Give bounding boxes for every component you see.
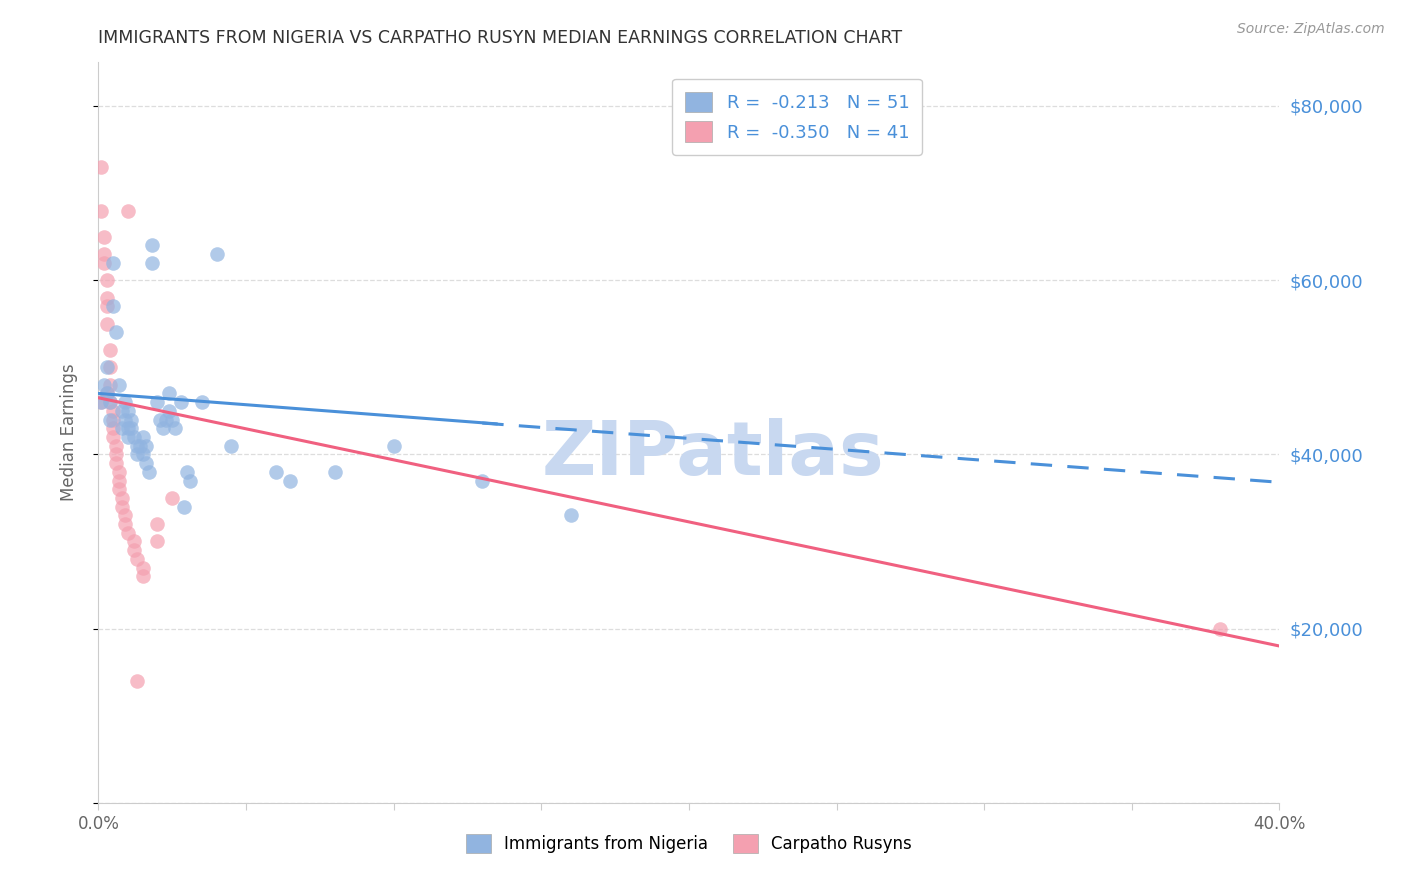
Point (205, 247, 228, 261)
Point (114, 395, 136, 409)
Point (90, 395, 112, 409)
Text: ZIPatlas: ZIPatlas (541, 418, 884, 491)
Point (117, 203, 139, 218)
Point (117, 525, 139, 540)
Point (98, 377, 121, 392)
Point (179, 474, 201, 488)
Point (103, 430, 125, 444)
Point (157, 386, 180, 401)
Point (176, 465, 198, 479)
Point (146, 517, 169, 532)
Point (108, 482, 131, 496)
Point (111, 404, 134, 418)
Point (146, 534, 169, 549)
Text: IMMIGRANTS FROM NIGERIA VS CARPATHO RUSYN MEDIAN EARNINGS CORRELATION CHART: IMMIGRANTS FROM NIGERIA VS CARPATHO RUSY… (98, 29, 903, 47)
Point (323, 465, 346, 479)
Point (1209, 622, 1232, 636)
Point (146, 395, 169, 409)
Point (132, 560, 155, 574)
Point (98, 343, 121, 357)
Point (162, 491, 183, 505)
Text: Source: ZipAtlas.com: Source: ZipAtlas.com (1237, 22, 1385, 37)
Point (96, 299, 118, 313)
Point (96, 317, 118, 331)
Point (90, 395, 112, 409)
Point (114, 517, 136, 532)
Point (90, 160, 112, 174)
Point (141, 238, 163, 252)
Point (141, 256, 163, 270)
Point (471, 474, 494, 488)
Point (280, 474, 302, 488)
Point (382, 439, 405, 453)
Point (96, 360, 118, 375)
Point (93, 229, 115, 244)
Point (132, 569, 155, 583)
Point (132, 447, 155, 461)
Point (96, 386, 118, 401)
Point (98, 360, 121, 375)
Point (135, 456, 157, 470)
Point (105, 326, 128, 340)
Point (90, 203, 112, 218)
Point (173, 500, 195, 514)
Point (135, 439, 157, 453)
Point (103, 256, 125, 270)
Point (114, 412, 136, 426)
Point (98, 412, 121, 426)
Point (105, 456, 128, 470)
Point (264, 465, 287, 479)
Point (108, 465, 131, 479)
Point (105, 439, 128, 453)
Point (122, 430, 145, 444)
Point (170, 395, 193, 409)
Point (149, 412, 172, 426)
Point (138, 465, 160, 479)
Point (111, 500, 134, 514)
Point (111, 421, 134, 435)
Point (98, 395, 121, 409)
Point (117, 430, 139, 444)
Point (125, 673, 148, 688)
Point (125, 552, 148, 566)
Point (114, 508, 136, 523)
Point (93, 247, 115, 261)
Y-axis label: Median Earnings: Median Earnings (59, 364, 77, 501)
Point (105, 447, 128, 461)
Point (162, 412, 183, 426)
Point (103, 412, 125, 426)
Point (93, 256, 115, 270)
Point (155, 412, 177, 426)
Point (165, 421, 187, 435)
Point (117, 421, 139, 435)
Point (98, 395, 121, 409)
Point (117, 404, 139, 418)
Point (103, 299, 125, 313)
Point (96, 273, 118, 287)
Point (191, 395, 214, 409)
Point (108, 377, 131, 392)
Point (128, 439, 150, 453)
Point (132, 430, 155, 444)
Point (103, 404, 125, 418)
Point (103, 421, 125, 435)
Point (93, 377, 115, 392)
Point (120, 421, 142, 435)
Point (560, 508, 582, 523)
Point (125, 447, 148, 461)
Point (111, 491, 134, 505)
Point (122, 543, 145, 558)
Legend: Immigrants from Nigeria, Carpatho Rusyns: Immigrants from Nigeria, Carpatho Rusyns (457, 825, 921, 861)
Point (157, 404, 180, 418)
Point (108, 474, 131, 488)
Point (96, 386, 118, 401)
Point (96, 291, 118, 305)
Point (221, 439, 243, 453)
Point (152, 421, 174, 435)
Point (120, 412, 142, 426)
Point (122, 534, 145, 549)
Point (125, 439, 148, 453)
